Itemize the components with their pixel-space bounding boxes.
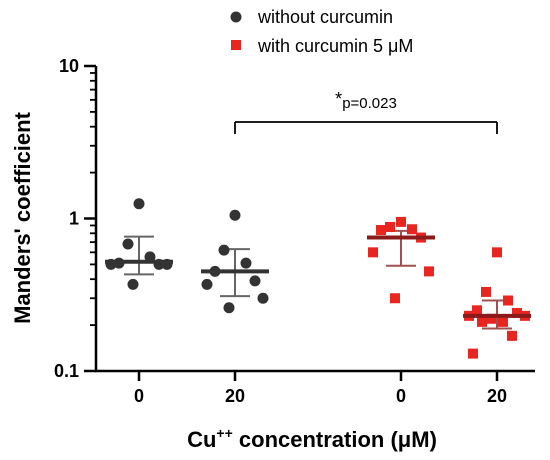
data-point	[390, 293, 400, 304]
data-point	[133, 198, 145, 210]
data-point	[122, 238, 134, 250]
data-point	[507, 330, 517, 341]
data-point	[486, 313, 496, 324]
plot-area	[105, 198, 531, 359]
legend-marker-with-curcumin	[231, 40, 241, 50]
data-group	[201, 209, 269, 314]
data-point	[229, 209, 241, 221]
data-point	[201, 278, 213, 290]
data-point	[249, 275, 261, 287]
significance-annotation: *p=0.023	[234, 89, 498, 134]
data-point	[472, 305, 482, 316]
x-axis-title: Cu++ concentration (μM)	[187, 425, 437, 452]
data-point	[144, 251, 156, 263]
data-point	[127, 278, 139, 290]
data-point	[477, 316, 487, 327]
data-point	[503, 295, 513, 306]
data-point	[512, 308, 522, 319]
y-axis-title: Manders' coefficient	[10, 111, 35, 324]
data-point	[481, 286, 491, 297]
legend-label-with-curcumin: with curcumin 5 μM	[257, 36, 413, 56]
x-tick-label: 0	[134, 386, 144, 406]
data-point	[385, 221, 395, 232]
data-point	[424, 266, 434, 277]
x-axis: 0 20 0 20	[95, 369, 535, 406]
data-point	[223, 302, 235, 314]
x-tick-label: 20	[225, 386, 245, 406]
legend-label-without-curcumin: without curcumin	[257, 7, 393, 27]
y-axis: 0.1 1 10	[54, 56, 98, 381]
data-point	[240, 257, 252, 269]
y-tick-label: 0.1	[54, 361, 79, 381]
legend-marker-without-curcumin	[230, 11, 242, 23]
data-group	[367, 216, 435, 304]
data-point	[468, 348, 478, 359]
significance-label: *p=0.023	[335, 89, 397, 112]
data-point	[396, 216, 406, 227]
data-group	[463, 247, 531, 359]
data-group	[105, 198, 173, 290]
x-axis-title-prefix: Cu	[187, 427, 216, 452]
x-tick-label: 0	[396, 386, 406, 406]
significance-p-value: p=0.023	[342, 95, 397, 112]
legend: without curcumin with curcumin 5 μM	[230, 7, 413, 56]
data-point	[498, 316, 508, 327]
data-point	[257, 292, 269, 304]
data-point	[368, 247, 378, 258]
data-point	[376, 225, 386, 236]
significance-star: *	[335, 89, 342, 109]
y-tick-label: 1	[69, 209, 79, 229]
data-point	[407, 224, 417, 235]
data-point	[492, 247, 502, 258]
x-tick-label: 20	[487, 386, 507, 406]
data-point	[218, 244, 230, 256]
x-axis-title-suffix: concentration (μM)	[233, 427, 437, 452]
y-tick-label: 10	[59, 56, 79, 76]
x-axis-title-superscript: ++	[216, 425, 232, 441]
